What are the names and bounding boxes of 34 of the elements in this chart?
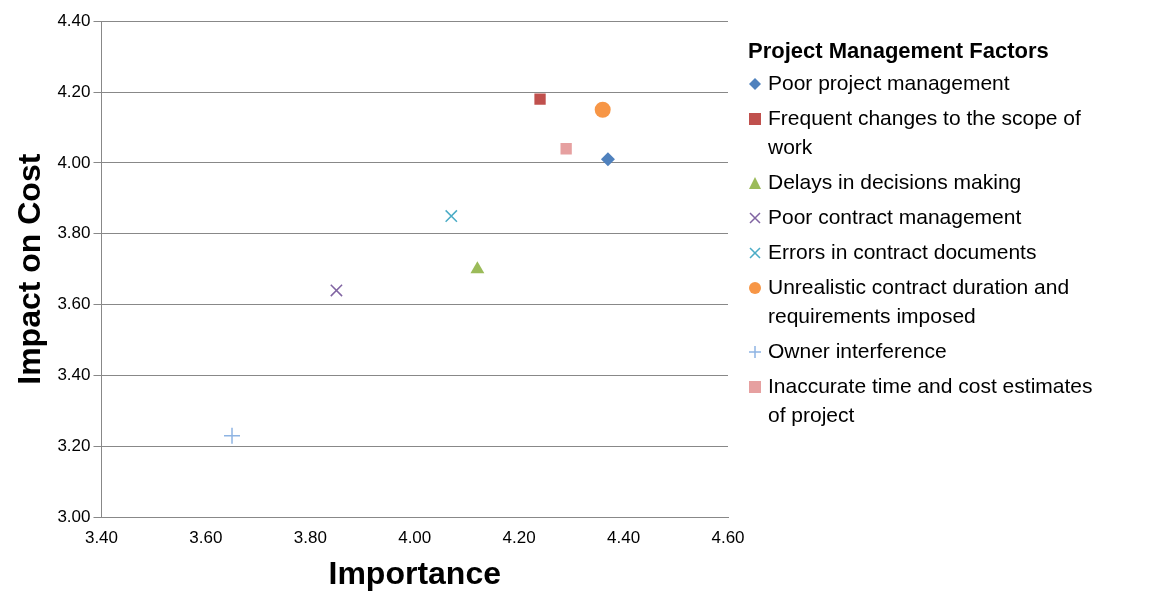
legend-label: Frequent changes to the scope of work <box>768 105 1082 160</box>
point <box>600 152 615 167</box>
point <box>470 261 485 274</box>
x-tick-label: 3.40 <box>84 528 119 548</box>
legend-label: Delays in decisions making <box>768 169 1022 195</box>
point <box>444 209 458 223</box>
legend-label: Errors in contract documents <box>768 239 1037 265</box>
y-axis-title: Impact on Cost <box>11 153 48 385</box>
y-tick-label: 4.00 <box>57 152 91 172</box>
point <box>223 426 241 445</box>
legend-label: Inaccurate time and cost estimates of project <box>768 373 1094 428</box>
x-tick-label: 3.60 <box>189 528 223 548</box>
point <box>534 93 546 105</box>
y-tick-label: 3.60 <box>57 294 91 314</box>
point <box>594 101 611 118</box>
y-tick-label: 3.40 <box>57 365 91 385</box>
x-tick-label: 4.40 <box>607 528 641 548</box>
point <box>560 143 572 155</box>
y-tick-label: 3.80 <box>57 223 91 243</box>
legend-label: Poor contract management <box>768 204 1022 230</box>
y-tick-label: 3.20 <box>57 436 91 456</box>
legend-title: Project Management Factors <box>748 38 1050 64</box>
x-axis-title: Importance <box>328 554 501 591</box>
legend-label: Unrealistic contract duration and requirements imposed <box>768 274 1071 329</box>
y-tick-label: 4.20 <box>57 81 91 101</box>
y-tick-label: 4.40 <box>57 10 91 30</box>
legend-label: Poor project management <box>768 70 1010 96</box>
point <box>330 284 343 297</box>
x-tick-label: 4.20 <box>502 528 536 548</box>
y-tick-label: 3.00 <box>57 506 91 526</box>
legend-label: Owner interference <box>768 338 947 364</box>
x-tick-label: 3.80 <box>293 528 327 548</box>
x-tick-label: 4.00 <box>398 528 432 548</box>
x-tick-label: 4.60 <box>711 528 745 548</box>
